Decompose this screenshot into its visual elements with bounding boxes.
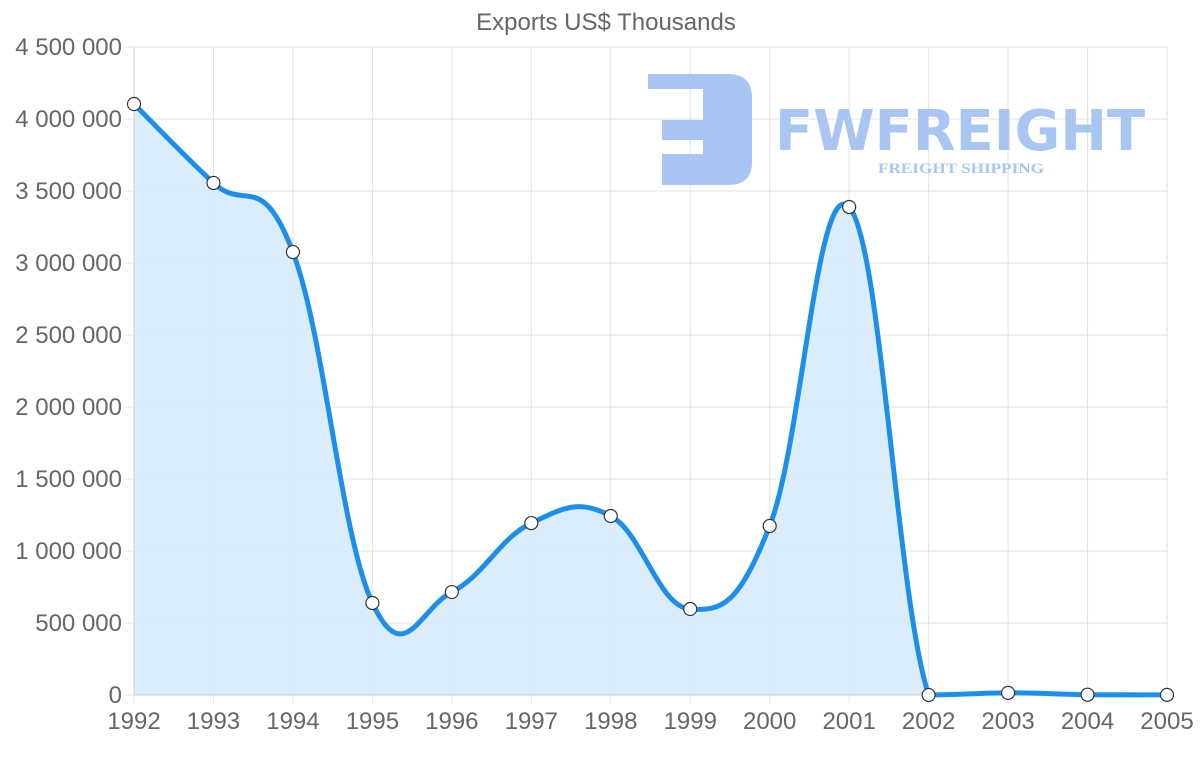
x-tick-label: 1998 [584, 708, 637, 735]
watermark-tagline: FREIGHT SHIPPING [878, 161, 1044, 177]
data-point[interactable] [126, 96, 142, 112]
series-area [134, 104, 1167, 696]
x-tick-label: 1994 [266, 708, 319, 735]
fw-logo-icon [648, 74, 752, 185]
x-tick-label: 1997 [505, 708, 558, 735]
x-tick-label: 2004 [1061, 708, 1114, 735]
data-point[interactable] [683, 601, 698, 617]
x-tick-label: 1999 [664, 708, 717, 735]
y-tick-label: 2 000 000 [15, 394, 122, 421]
data-point[interactable] [444, 584, 459, 600]
x-tick-label: 2002 [902, 708, 955, 735]
data-point[interactable] [762, 518, 777, 534]
y-tick-label: 4 000 000 [15, 106, 122, 133]
x-tick-label: 2001 [822, 708, 875, 735]
x-axis-ticks: 1992 1993 1994 1995 1996 1997 1998 1999 2000 2001… [107, 708, 1193, 735]
y-tick-label: 1 000 000 [15, 538, 122, 565]
y-tick-label: 3 500 000 [15, 178, 122, 205]
y-tick-label: 1 500 000 [15, 466, 122, 493]
data-point[interactable] [921, 687, 936, 703]
data-point[interactable] [1159, 687, 1175, 702]
y-tick-label: 3 000 000 [15, 250, 122, 277]
watermark-brand: FWFREIGHT [775, 99, 1145, 164]
x-tick-label: 1993 [187, 708, 240, 735]
y-tick-label: 2 500 000 [15, 322, 122, 349]
data-point[interactable] [842, 199, 857, 215]
data-point[interactable] [285, 244, 301, 260]
x-tick-label: 1995 [346, 708, 399, 735]
data-point[interactable] [524, 515, 539, 531]
x-tick-label: 2005 [1140, 708, 1193, 735]
y-axis-ticks: 0 500 000 1 000 000 1 500 000 2 000 000 2 500… [15, 34, 122, 709]
watermark-logo: FWFREIGHT FREIGHT SHIPPING [648, 74, 1145, 185]
data-point[interactable] [206, 175, 221, 191]
x-tick-label: 2003 [981, 708, 1034, 735]
data-points [126, 96, 1175, 703]
data-point[interactable] [365, 595, 380, 611]
y-tick-label: 4 500 000 [15, 34, 122, 61]
y-tick-label: 500 000 [35, 610, 122, 637]
chart-title: Exports US$ Thousands [476, 9, 736, 36]
x-tick-label: 1996 [425, 708, 478, 735]
y-tick-label: 0 [109, 682, 122, 709]
data-point[interactable] [1080, 687, 1095, 702]
data-point[interactable] [1000, 685, 1016, 700]
data-point[interactable] [603, 508, 618, 524]
x-tick-label: 1992 [107, 708, 160, 735]
x-tick-label: 2000 [743, 708, 796, 735]
